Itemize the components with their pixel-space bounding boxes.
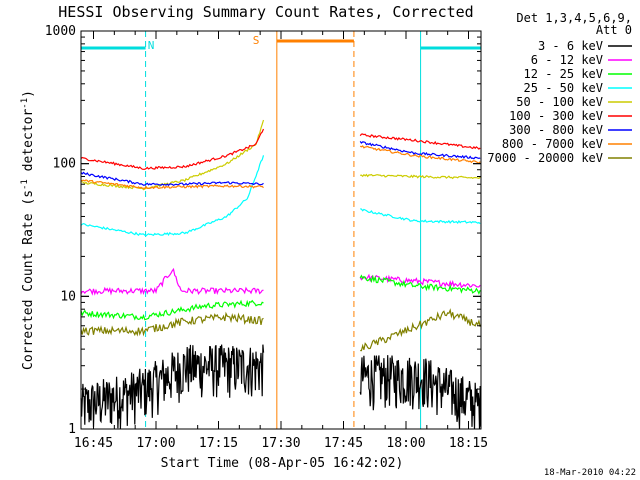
- x-tick-label: 16:45: [74, 436, 113, 451]
- legend-entry-label: 800 - 7000 keV: [502, 137, 603, 151]
- night-marker-label: N: [148, 39, 155, 52]
- legend-entry-label: 7000 - 20000 keV: [487, 151, 603, 165]
- legend-entry-label: 25 - 50 keV: [524, 81, 603, 95]
- generation-timestamp: 18-Mar-2010 04:22: [544, 468, 636, 478]
- y-axis-label-sup2: -1: [20, 98, 30, 109]
- y-tick-label: 100: [53, 157, 76, 172]
- y-axis-label-sup1: -1: [20, 179, 30, 190]
- series-line-8: [80, 308, 481, 352]
- series-line-5: [80, 128, 481, 170]
- series-line-2: [80, 274, 481, 321]
- x-axis-label: Start Time (08-Apr-05 16:42:02): [161, 456, 404, 471]
- legend-entry-label: 300 - 800 keV: [509, 123, 603, 137]
- y-axis-label-end: ): [21, 90, 36, 98]
- x-tick-label: 17:15: [199, 436, 238, 451]
- axis-ticks: [81, 30, 481, 430]
- series-layer: [80, 119, 482, 430]
- series-line-4: [81, 119, 481, 191]
- x-tick-labels: 16:45 17:00 17:15 17:30 17:45 18:00 18:1…: [74, 436, 488, 451]
- chart-title: HESSI Observing Summary Count Rates, Cor…: [58, 3, 473, 21]
- y-tick-labels: 1 10 100 1000: [45, 24, 76, 437]
- x-tick-label: 17:45: [324, 436, 363, 451]
- x-tick-label: 17:30: [261, 436, 300, 451]
- legend-header: Det 1,3,4,5,6,9,: [516, 11, 632, 25]
- y-tick-label: 10: [60, 289, 76, 304]
- series-line-3: [80, 155, 481, 237]
- legend-header: Att 0: [596, 23, 632, 37]
- series-line-0: [80, 344, 482, 430]
- y-axis-label-mid: detector: [21, 109, 36, 180]
- y-axis-label: Corrected Count Rate (s-1 detector-1): [20, 90, 36, 370]
- series-line-7: [80, 145, 481, 190]
- legend-entry-label: 12 - 25 keV: [524, 67, 603, 81]
- series-line-6: [80, 141, 481, 187]
- x-tick-label: 18:00: [386, 436, 425, 451]
- saa-marker-label: S: [253, 34, 260, 47]
- legend-entry-label: 3 - 6 keV: [538, 39, 603, 53]
- x-tick-label: 17:00: [136, 436, 175, 451]
- legend-entry-label: 6 - 12 keV: [531, 53, 603, 67]
- legend-entry-label: 100 - 300 keV: [509, 109, 603, 123]
- y-axis-label-main: Corrected Count Rate (s: [21, 190, 36, 370]
- legend-entry-label: 50 - 100 keV: [516, 95, 603, 109]
- orbit-overlays: [80, 31, 482, 429]
- x-tick-label: 18:15: [449, 436, 488, 451]
- y-tick-label: 1000: [45, 24, 76, 39]
- y-tick-label: 1: [68, 422, 76, 437]
